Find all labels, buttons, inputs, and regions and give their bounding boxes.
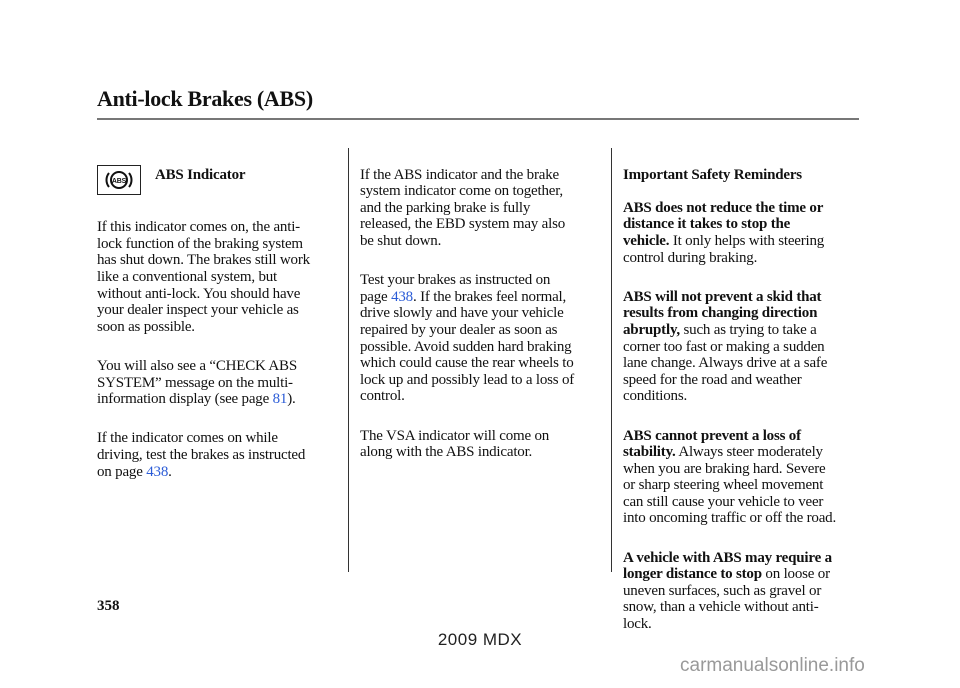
- paragraph: ABS cannot prevent a loss of stability. …: [623, 428, 868, 528]
- paragraph: Test your brakes as instructed on page 4…: [360, 272, 605, 405]
- abs-indicator-heading: ABS Indicator: [155, 166, 246, 183]
- title-rule: [97, 118, 859, 120]
- text: .: [168, 463, 172, 480]
- bold-text: A vehicle with ABS may require a longer …: [623, 549, 832, 583]
- text: It only helps with steering control duri…: [623, 232, 825, 266]
- paragraph: If the ABS indicator and the brake syste…: [360, 166, 566, 249]
- text: If the indicator comes on while driving,…: [97, 430, 306, 480]
- bold-text: ABS does not reduce the time or distance…: [623, 199, 824, 249]
- paragraph: You will also see a “CHECK ABS SYSTEM” m…: [97, 358, 342, 408]
- text: Always steer moderately when you are bra…: [623, 444, 837, 527]
- page-title: Anti-lock Brakes (ABS): [97, 86, 313, 111]
- bold-text: ABS cannot prevent a loss of stability.: [623, 427, 801, 461]
- column-divider: [348, 148, 349, 572]
- page-link-438[interactable]: 438: [146, 463, 169, 480]
- abs-indicator-header: ABS ABS Indicator: [97, 164, 342, 195]
- page-link-81[interactable]: 81: [272, 391, 288, 408]
- abs-indicator-icon: ABS: [97, 164, 141, 195]
- paragraph: ABS does not reduce the time or distance…: [623, 200, 868, 266]
- column-1: ABS ABS Indicator If this indicator come…: [97, 150, 342, 503]
- text: . If the brakes feel normal, drive slowl…: [360, 288, 575, 405]
- column-divider: [611, 148, 612, 572]
- watermark: carmanualsonline.info: [680, 655, 865, 676]
- page-link-438[interactable]: 438: [391, 288, 413, 305]
- paragraph: ABS will not prevent a skid that results…: [623, 289, 868, 405]
- column-2: If the ABS indicator and the brake syste…: [360, 150, 605, 483]
- column-3: Important Safety Reminders ABS does not …: [623, 150, 868, 655]
- text: You will also see a “CHECK ABS SYSTEM” m…: [97, 357, 297, 408]
- model-footer: 2009 MDX: [437, 630, 523, 649]
- text: Test your brakes as instructed on page: [360, 272, 551, 305]
- safety-reminders-heading: Important Safety Reminders: [623, 166, 802, 183]
- text: ).: [287, 391, 296, 408]
- paragraph: The VSA indicator will come on along wit…: [360, 427, 550, 461]
- paragraph: If the indicator comes on while driving,…: [97, 430, 342, 480]
- text: such as trying to take a corner too fast…: [623, 321, 828, 405]
- text: on loose or uneven surfaces, such as gra…: [623, 566, 830, 633]
- svg-text:ABS: ABS: [112, 178, 127, 185]
- paragraph: If this indicator comes on, the anti- lo…: [97, 219, 310, 335]
- paragraph: A vehicle with ABS may require a longer …: [623, 550, 868, 633]
- page-number: 358: [97, 598, 120, 614]
- bold-text: ABS will not prevent a skid that results…: [623, 288, 822, 338]
